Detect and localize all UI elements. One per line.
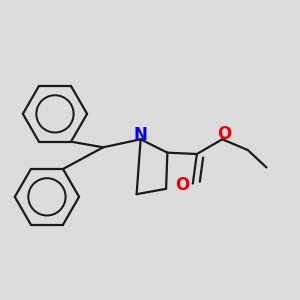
Text: O: O	[217, 125, 232, 143]
Text: N: N	[134, 126, 148, 144]
Text: O: O	[176, 176, 190, 194]
